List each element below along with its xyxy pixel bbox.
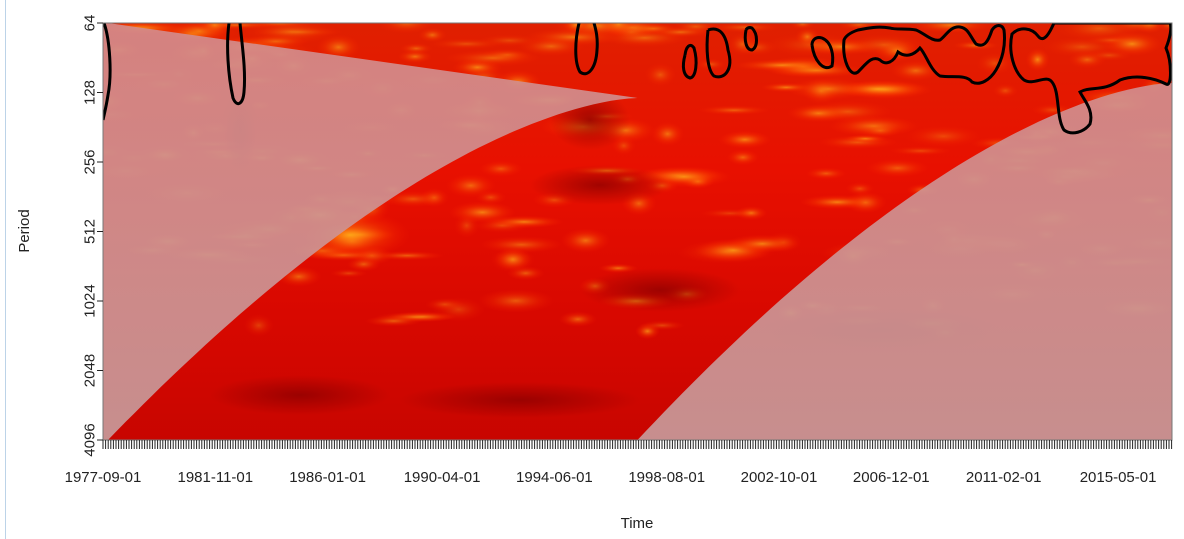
power-spot (890, 60, 941, 81)
x-tick-label: 2006-12-01 (853, 469, 930, 486)
contour (743, 26, 758, 52)
power-spot (805, 167, 847, 180)
power-spot (316, 34, 361, 61)
power-spot (243, 314, 274, 337)
y-tick-label: 64 (81, 15, 98, 32)
power-spot (718, 130, 772, 149)
power-spot (330, 269, 368, 278)
power-spot (992, 83, 1019, 98)
y-axis-title: Period (16, 209, 33, 252)
power-spot (725, 234, 800, 253)
power-spot (786, 104, 851, 123)
power-spot (560, 228, 611, 253)
power-spot (397, 49, 433, 64)
power-spot (479, 236, 564, 254)
contour (103, 23, 112, 121)
power-spot (639, 320, 686, 331)
plot-area (103, 23, 1172, 440)
x-tick-label: 2011-02-01 (966, 469, 1042, 486)
y-tick-label: 256 (81, 149, 98, 174)
power-spot (364, 315, 423, 327)
x-axis-rug (102, 440, 1173, 449)
x-tick-label: 1981-11-01 (177, 469, 253, 486)
contour (681, 43, 698, 80)
contour (842, 24, 1006, 85)
x-axis-title: Time (621, 515, 654, 532)
power-spot (904, 125, 983, 148)
power-spot (786, 77, 872, 101)
power-spot (789, 23, 816, 30)
power-spot (697, 58, 726, 71)
power-spot (845, 182, 875, 196)
contour (1009, 23, 1172, 135)
power-spot (558, 311, 598, 328)
power-spot (889, 146, 952, 156)
power-spot (734, 205, 768, 221)
power-spot (644, 62, 677, 87)
power-spot (728, 32, 757, 56)
power-low-region (530, 165, 670, 205)
significance-contours (103, 23, 1172, 135)
power-spot (842, 33, 926, 56)
contour (810, 36, 835, 69)
power-spot (767, 63, 866, 78)
contour (574, 23, 599, 76)
power-spot (859, 123, 901, 138)
power-spot (1101, 31, 1163, 56)
power-spot (474, 218, 531, 233)
y-tick-label: 128 (81, 80, 98, 105)
power-spot (1107, 23, 1164, 33)
power-spot (478, 160, 523, 178)
power-spot (1025, 48, 1050, 72)
x-tick-label: 2002-10-01 (741, 469, 818, 486)
power-low-region (210, 375, 390, 415)
power-spot (346, 257, 381, 272)
power-spot (477, 289, 555, 313)
power-spot (418, 27, 447, 43)
x-tick-label: 1994-06-01 (516, 469, 593, 486)
x-tick-label: 1986-01-01 (289, 469, 366, 486)
y-tick-label: 1024 (81, 284, 98, 317)
x-tick-label: 2015-05-01 (1080, 469, 1157, 486)
y-axis: 64 128 256 512 1024 2048 4096 (81, 15, 103, 457)
power-spot (517, 36, 585, 57)
y-tick-label: 512 (81, 219, 98, 244)
power-spot (865, 158, 930, 178)
power-spot (443, 49, 543, 67)
power-spot (799, 194, 875, 210)
power-spot (726, 149, 760, 166)
power-spot (428, 38, 505, 50)
power-spot (490, 247, 536, 273)
x-tick-label: 1977-09-01 (65, 469, 142, 486)
contour (705, 27, 732, 79)
cone-of-influence (103, 23, 1172, 440)
power-spot (698, 105, 770, 115)
power-spot (651, 26, 711, 38)
contour (226, 23, 247, 106)
power-spot (976, 52, 1014, 75)
power-spot (562, 23, 589, 33)
power-low-region (400, 382, 640, 418)
y-tick-label: 4096 (81, 423, 98, 456)
y-tick-label: 2048 (81, 354, 98, 387)
window-left-rule (5, 0, 6, 539)
x-tick-label: 1990-04-01 (404, 469, 481, 486)
power-spot (651, 121, 685, 146)
x-tick-label: 1998-08-01 (628, 469, 705, 486)
power-spot (431, 297, 486, 322)
power-spot (453, 213, 480, 238)
power-spot (475, 190, 507, 205)
power-low-region (580, 268, 740, 312)
power-spot (252, 26, 344, 38)
power-spot (600, 23, 637, 36)
x-axis: 1977-09-01 1981-11-01 1986-01-01 1990-04-01… (65, 469, 1157, 486)
power-spot (710, 23, 781, 33)
